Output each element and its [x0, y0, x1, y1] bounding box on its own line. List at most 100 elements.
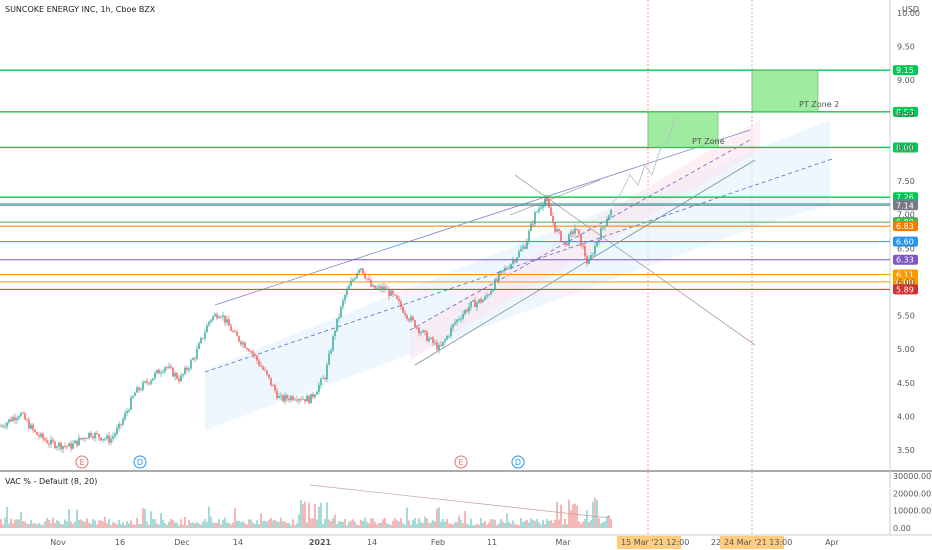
volume-bar-37: [36, 524, 38, 528]
candle-body-171: [170, 366, 172, 368]
candle-body-557: [556, 229, 558, 232]
candle-body-287: [286, 395, 288, 399]
volume-bar-429: [428, 523, 430, 528]
candle-body-549: [548, 200, 550, 208]
price-level-label-9: 6.33: [896, 256, 914, 265]
candle-body-363: [362, 268, 364, 274]
volume-bar-365: [364, 517, 366, 528]
volume-bar-271: [270, 517, 272, 528]
volume-bar-193: [192, 522, 194, 528]
volume-bar-413: [412, 519, 414, 528]
candle-body-347: [346, 289, 348, 295]
volume-bar-395: [394, 518, 396, 528]
event-marker-3: [511, 455, 525, 469]
volume-bar-21: [20, 511, 22, 528]
candle-body-335: [334, 331, 336, 337]
candle-body-303: [302, 398, 304, 400]
volume-bar-209: [208, 506, 210, 528]
candle-body-575: [574, 228, 576, 234]
candle-body-201: [200, 337, 202, 344]
volume-bar-439: [438, 507, 440, 528]
volume-bar-571: [570, 510, 572, 528]
volume-bar-463: [462, 523, 464, 528]
candle-body-31: [30, 424, 32, 429]
volume-bar-579: [578, 521, 580, 528]
volume-bar-515: [514, 524, 516, 528]
event-marker-label-0: E: [79, 458, 84, 467]
volume-bar-41: [40, 524, 42, 528]
volume-bar-415: [414, 518, 416, 528]
volume-bar-259: [258, 524, 260, 528]
volume-bar-125: [124, 525, 126, 528]
volume-bar-143: [142, 508, 144, 528]
candle-body-117: [116, 428, 118, 434]
volume-bar-377: [376, 524, 378, 528]
volume-bar-425: [424, 516, 426, 528]
candle-body-141: [140, 389, 142, 391]
candle-body-29: [28, 420, 30, 429]
candle-body-367: [366, 278, 368, 279]
price-level-label-1: 8.53: [896, 108, 914, 117]
volume-bar-585: [584, 518, 586, 528]
volume-bar-339: [338, 521, 340, 528]
volume-bar-55: [54, 522, 56, 528]
candle-body-429: [428, 338, 430, 341]
volume-bar-609: [608, 515, 610, 528]
volume-bar-471: [470, 518, 472, 528]
volume-bar-79: [78, 519, 80, 528]
volume-bar-227: [226, 522, 228, 528]
candle-body-285: [284, 395, 286, 402]
volume-bar-485: [484, 520, 486, 528]
volume-bar-147: [146, 521, 148, 528]
candle-body-135: [134, 392, 136, 396]
candle-body-401: [400, 301, 402, 308]
candle-body-441: [440, 344, 442, 346]
volume-bar-31: [30, 519, 32, 528]
volume-bar-493: [492, 519, 494, 528]
candle-body-107: [106, 435, 108, 439]
candle-body-111: [110, 438, 112, 443]
candle-body-45: [44, 438, 46, 441]
candle-body-533: [532, 223, 534, 225]
candle-body-403: [402, 307, 404, 313]
volume-bar-269: [268, 519, 270, 528]
volume-bar-423: [422, 523, 424, 528]
y-tick-5: 7.50: [897, 177, 915, 186]
candle-body-359: [358, 269, 360, 274]
volume-bar-533: [532, 519, 534, 528]
volume-bar-161: [160, 512, 162, 528]
candle-body-563: [562, 241, 564, 243]
candle-body-517: [516, 257, 518, 262]
volume-bar-371: [370, 518, 372, 528]
volume-bar-441: [440, 521, 442, 528]
volume-bar-15: [14, 519, 16, 528]
volume-bar-313: [312, 518, 314, 528]
candle-body-425: [424, 330, 426, 332]
volume-bar-175: [174, 522, 176, 528]
candle-body-349: [348, 285, 350, 290]
candle-body-409: [408, 318, 410, 321]
price-level-label-10: 6.11: [896, 271, 914, 280]
candle-body-311: [310, 393, 312, 404]
candle-body-545: [544, 198, 546, 206]
candle-body-313: [312, 393, 314, 398]
volume-bar-421: [420, 521, 422, 528]
volume-bar-451: [450, 523, 452, 528]
candle-body-173: [172, 367, 174, 377]
volume-bar-567: [566, 524, 568, 528]
volume-bar-229: [228, 523, 230, 528]
candle-body-561: [560, 231, 562, 242]
event-marker-1: [133, 455, 147, 469]
volume-bar-419: [418, 518, 420, 528]
candle-body-579: [578, 230, 580, 235]
candle-body-305: [304, 398, 306, 402]
volume-bar-597: [596, 500, 598, 528]
volume-bar-453: [452, 524, 454, 528]
candle-body-205: [204, 332, 206, 339]
candle-body-273: [272, 385, 274, 386]
x-tick-8: Mar: [555, 538, 571, 547]
volume-bar-23: [22, 521, 24, 528]
candle-body-531: [530, 223, 532, 231]
volume-bar-403: [402, 523, 404, 528]
